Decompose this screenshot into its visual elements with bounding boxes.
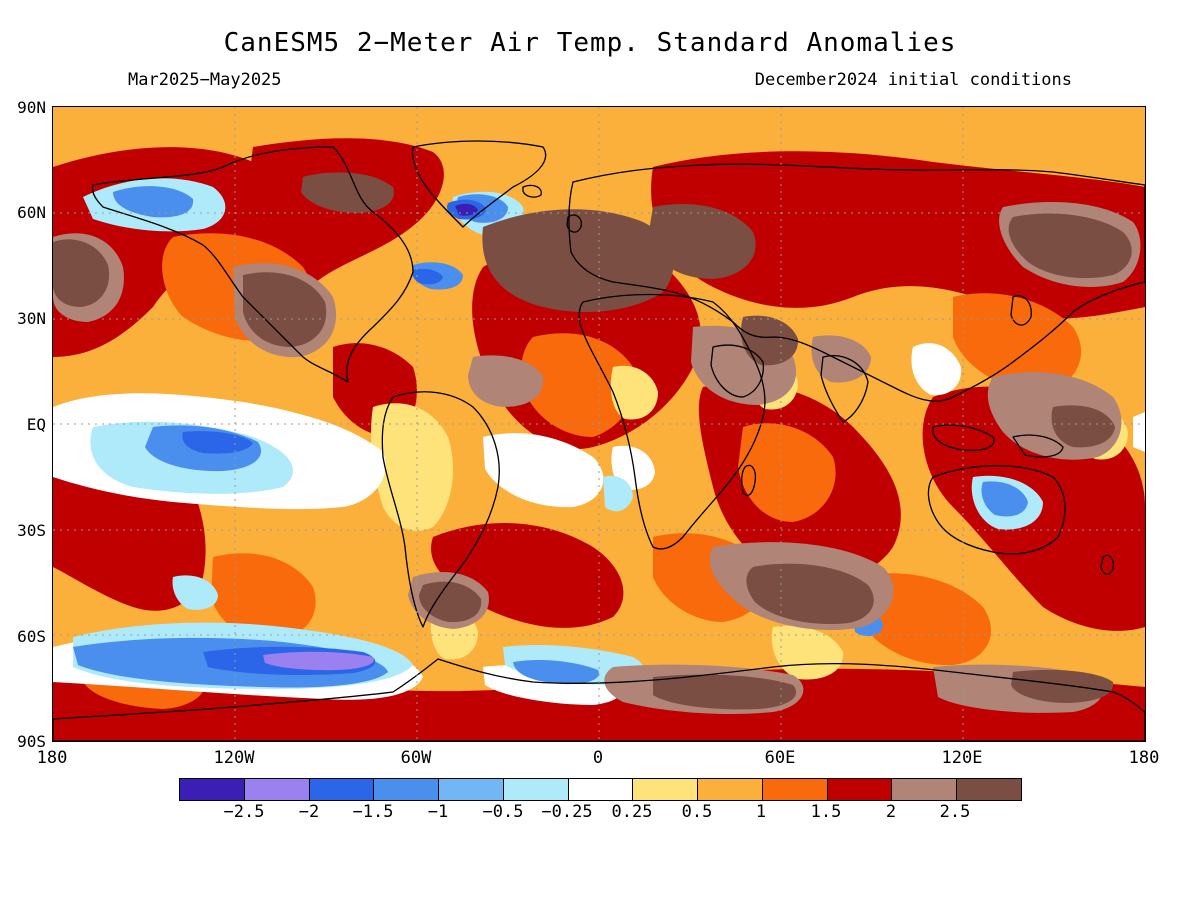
colorbar-label: −0.25 xyxy=(541,802,593,822)
lon-label-180e: 180 xyxy=(1128,748,1160,768)
anomaly-map[interactable] xyxy=(52,106,1146,742)
colorbar-label: 0.25 xyxy=(611,802,653,822)
colorbar-label: 2.5 xyxy=(939,802,971,822)
colorbar-label: 1 xyxy=(755,802,767,822)
forecast-period: Mar2025−May2025 xyxy=(128,70,282,90)
colorbar-swatch-0.5-1 xyxy=(698,779,763,800)
lat-label-60n: 60N xyxy=(17,203,46,222)
lon-label-180w: 180 xyxy=(36,748,68,768)
lat-label-eq: EQ xyxy=(26,415,46,434)
colorbar-label: 2 xyxy=(885,802,897,822)
lat-label-30n: 30N xyxy=(17,309,46,328)
lon-label-60e: 60E xyxy=(764,748,796,768)
colorbar-label: −1 xyxy=(427,802,449,822)
colorbar-label: −2 xyxy=(298,802,320,822)
colorbar-swatch-0.5-0.25 xyxy=(503,779,569,800)
colorbar-swatch-1-0.5 xyxy=(439,779,504,800)
lat-label-30s: 30S xyxy=(17,521,46,540)
colorbar-swatch-1.5-1 xyxy=(374,779,440,800)
colorbar-swatch-0.25-0.5 xyxy=(633,779,699,800)
lon-label-0: 0 xyxy=(592,748,604,768)
lon-label-120e: 120E xyxy=(941,748,983,768)
lat-label-60s: 60S xyxy=(17,627,46,646)
colorbar-swatch-1.5-2 xyxy=(827,779,893,800)
colorbar-label: −0.5 xyxy=(482,802,524,822)
colorbar-swatch-1-1.5 xyxy=(762,779,828,800)
colorbar-swatch-lt-2.5 xyxy=(180,779,245,800)
initial-conditions: December2024 initial conditions xyxy=(754,70,1072,90)
colorbar-label: −1.5 xyxy=(352,802,394,822)
anomaly-cold-cores xyxy=(182,199,486,675)
map-title: CanESM5 2−Meter Air Temp. Standard Anoma… xyxy=(223,28,957,58)
colorbar-swatch-2.5-2 xyxy=(244,779,310,800)
lon-label-120w: 120W xyxy=(213,748,255,768)
colorbar-swatch-2-1.5 xyxy=(309,779,375,800)
colorbar-label: −2.5 xyxy=(223,802,265,822)
lat-label-90s: 90S xyxy=(17,732,46,751)
colorbar-swatch-neutral xyxy=(568,779,634,800)
lon-label-60w: 60W xyxy=(400,748,432,768)
colorbar xyxy=(179,778,1022,801)
anomaly-field xyxy=(53,107,1145,741)
colorbar-swatch-2-2.5 xyxy=(892,779,958,800)
lat-label-90n: 90N xyxy=(17,98,46,117)
colorbar-label: 0.5 xyxy=(681,802,713,822)
colorbar-swatch-gt-2.5 xyxy=(957,779,1021,800)
graticule xyxy=(53,107,1145,741)
colorbar-label: 1.5 xyxy=(810,802,842,822)
coastlines xyxy=(53,140,1145,741)
